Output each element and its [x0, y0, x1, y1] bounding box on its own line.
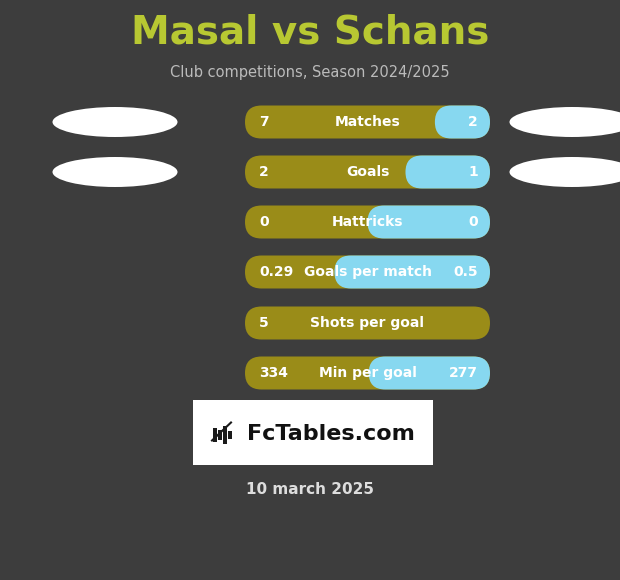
Text: 10 march 2025: 10 march 2025: [246, 483, 374, 498]
Text: Goals: Goals: [346, 165, 389, 179]
Ellipse shape: [510, 157, 620, 187]
FancyBboxPatch shape: [405, 155, 490, 188]
Text: 0: 0: [259, 215, 268, 229]
Bar: [223, 426, 227, 444]
Text: Matches: Matches: [335, 115, 401, 129]
Ellipse shape: [53, 107, 177, 137]
Text: 5: 5: [259, 316, 268, 330]
Text: 277: 277: [449, 366, 478, 380]
FancyBboxPatch shape: [245, 306, 490, 339]
Bar: [193, 400, 433, 465]
FancyBboxPatch shape: [245, 155, 490, 188]
Text: 334: 334: [259, 366, 288, 380]
Text: 1: 1: [468, 165, 478, 179]
Text: 2: 2: [259, 165, 268, 179]
FancyBboxPatch shape: [369, 357, 490, 390]
Text: Masal vs Schans: Masal vs Schans: [131, 13, 489, 51]
Text: 0.29: 0.29: [259, 265, 293, 279]
Text: Shots per goal: Shots per goal: [311, 316, 425, 330]
Ellipse shape: [510, 107, 620, 137]
FancyBboxPatch shape: [245, 256, 490, 288]
Text: 2: 2: [468, 115, 478, 129]
Text: Club competitions, Season 2024/2025: Club competitions, Season 2024/2025: [170, 64, 450, 79]
FancyBboxPatch shape: [245, 106, 490, 139]
Text: FcTables.com: FcTables.com: [247, 423, 415, 444]
FancyBboxPatch shape: [334, 256, 490, 288]
Text: 0.5: 0.5: [453, 265, 478, 279]
FancyBboxPatch shape: [245, 357, 490, 390]
FancyBboxPatch shape: [245, 205, 490, 238]
Text: Goals per match: Goals per match: [304, 265, 432, 279]
Text: 7: 7: [259, 115, 268, 129]
FancyBboxPatch shape: [435, 106, 490, 139]
Bar: [213, 427, 217, 441]
Bar: [228, 430, 232, 438]
Text: Min per goal: Min per goal: [319, 366, 417, 380]
Text: 0: 0: [468, 215, 478, 229]
Bar: [218, 430, 222, 440]
FancyBboxPatch shape: [368, 205, 490, 238]
Text: Hattricks: Hattricks: [332, 215, 403, 229]
Ellipse shape: [53, 157, 177, 187]
